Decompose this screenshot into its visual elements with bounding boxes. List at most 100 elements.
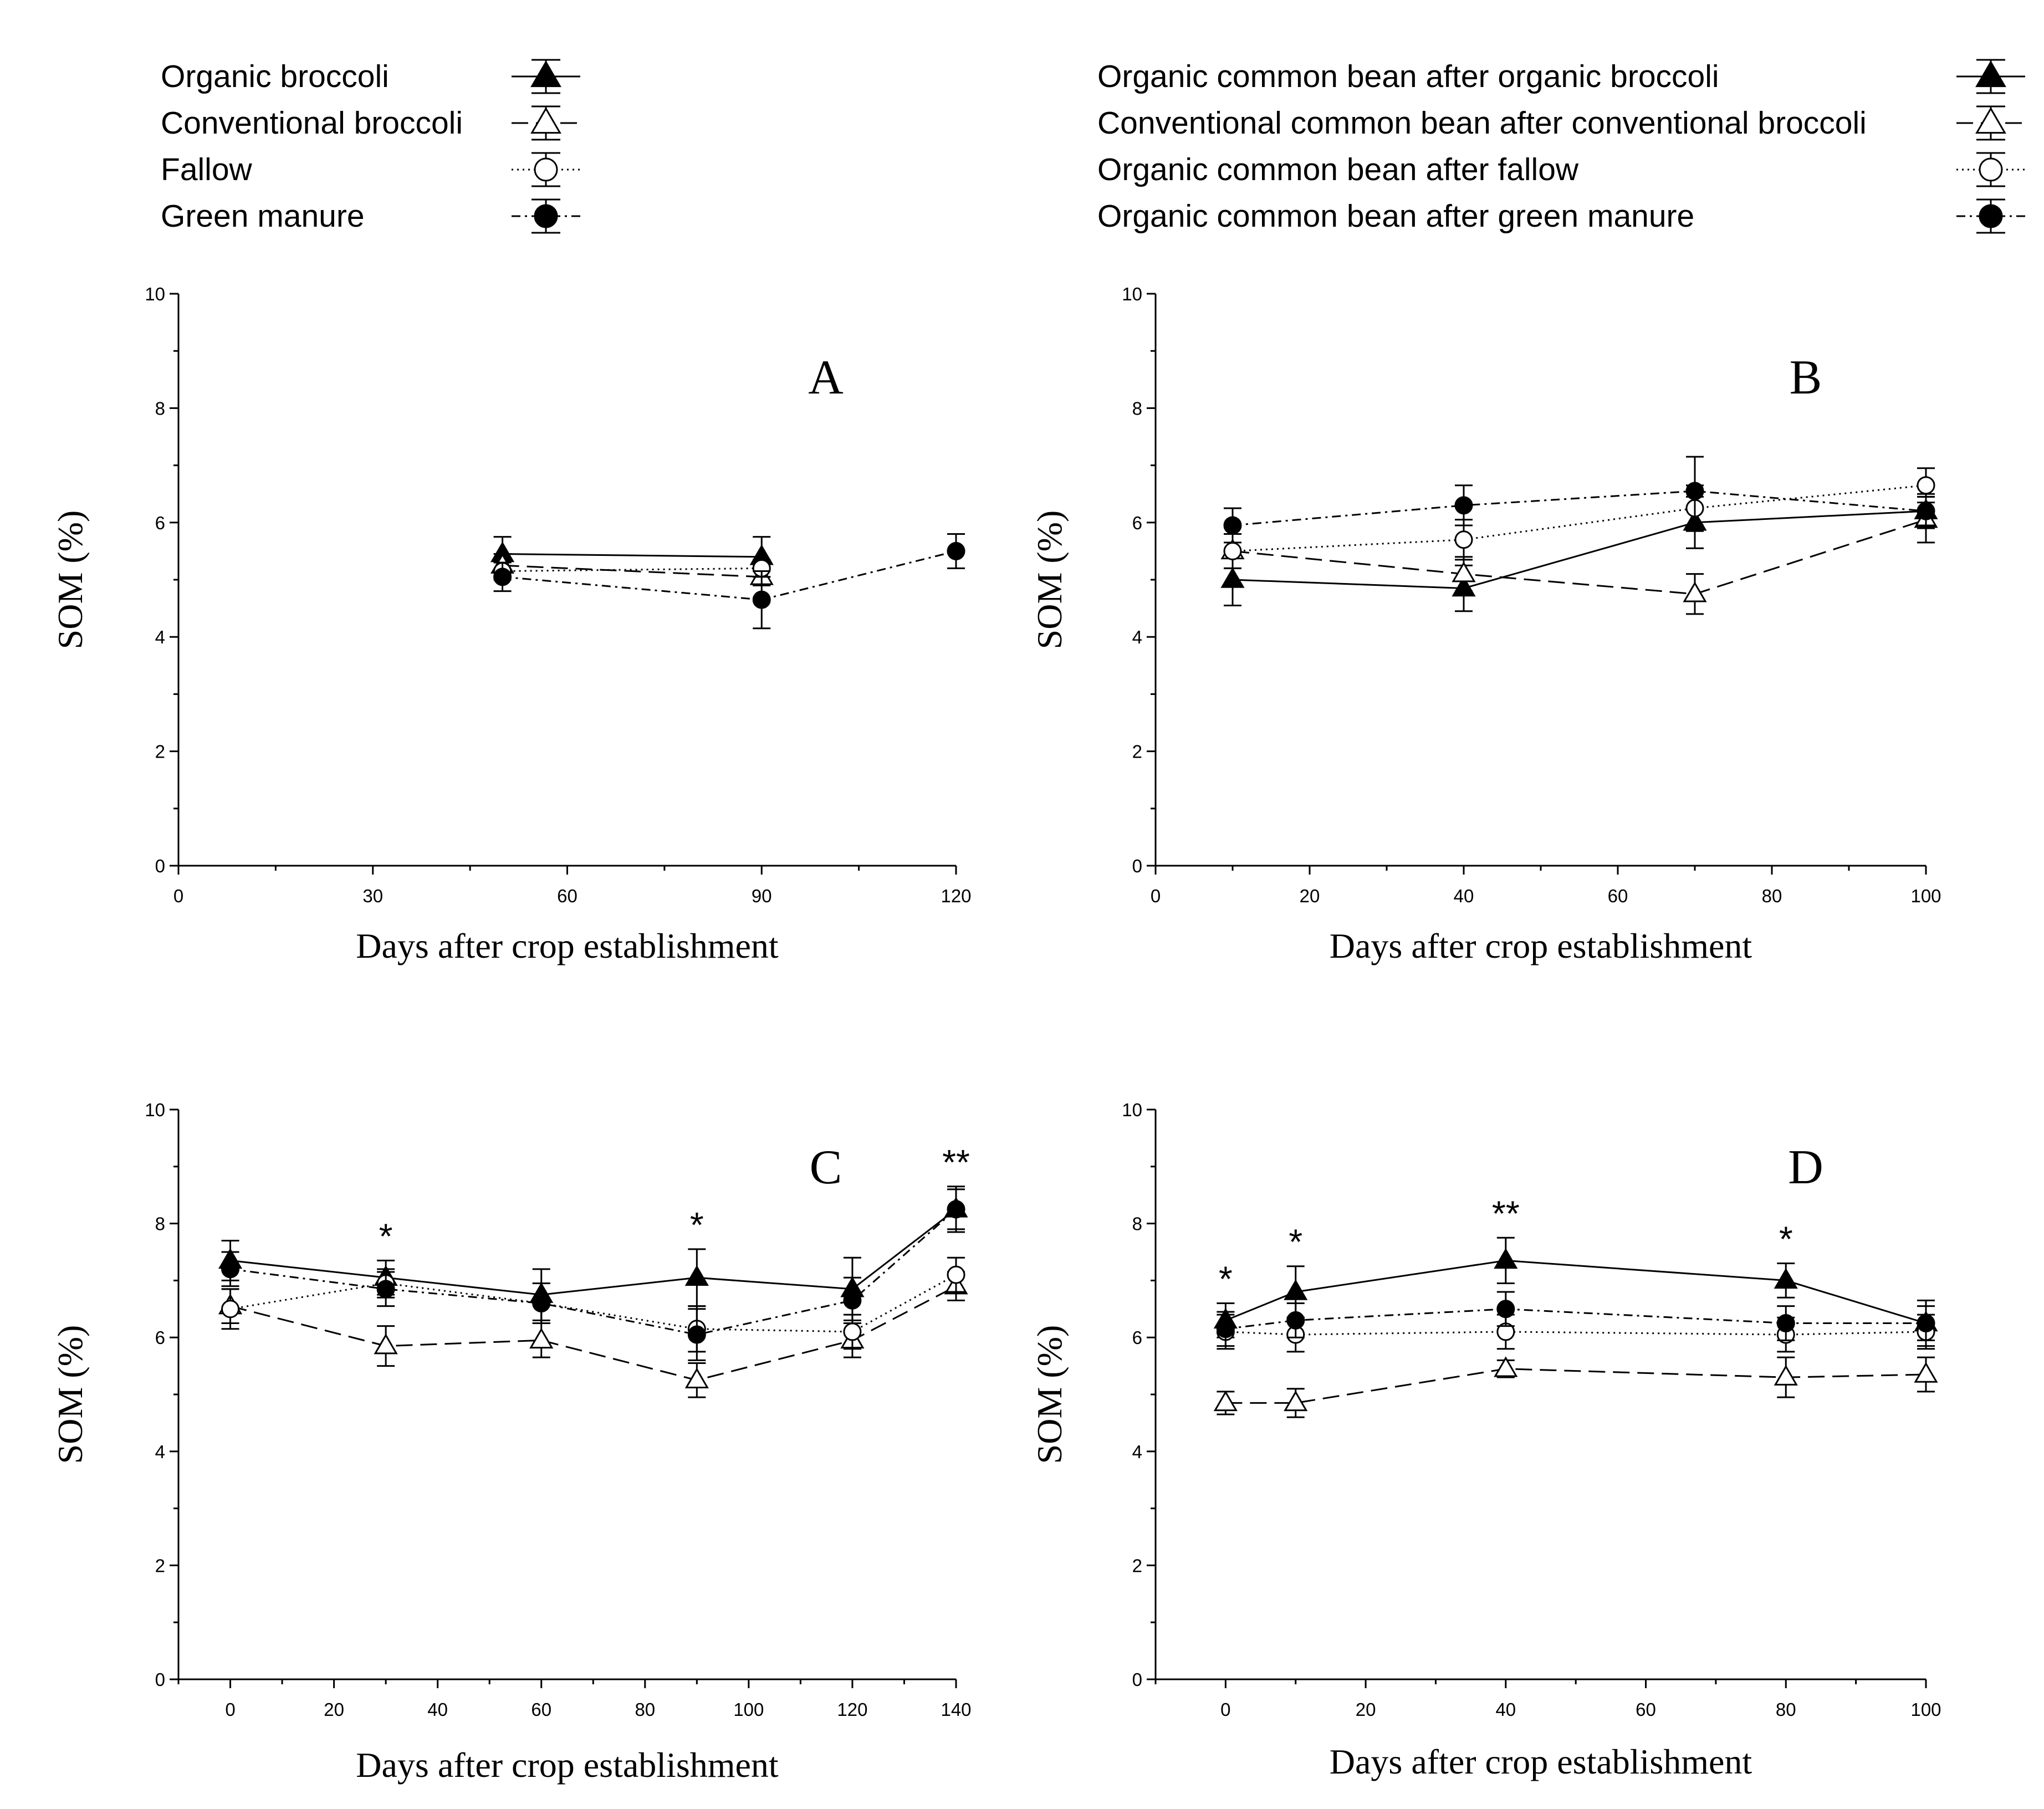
x-tick-label: 100 xyxy=(733,1699,764,1720)
legend-left: Organic broccoli Conventional broccoli Fal… xyxy=(161,59,580,234)
y-axis-title: SOM (%) xyxy=(1030,1325,1069,1464)
x-axis-title: Days after crop establishment xyxy=(1330,1742,1752,1781)
x-tick-label: 140 xyxy=(941,1699,971,1720)
series-s4 xyxy=(221,1188,965,1361)
series-line xyxy=(1225,1259,1927,1324)
y-tick-label: 4 xyxy=(155,1442,165,1462)
series-s2 xyxy=(490,553,774,586)
data-point xyxy=(1917,1314,1935,1332)
legend-left-label-3: Fallow xyxy=(161,152,253,187)
y-tick-label: 10 xyxy=(1122,284,1142,304)
data-point xyxy=(1284,1390,1308,1412)
data-point xyxy=(947,541,965,560)
x-tick-label: 40 xyxy=(427,1699,448,1720)
x-tick-label: 90 xyxy=(752,886,772,906)
y-tick-label: 2 xyxy=(1132,1555,1142,1576)
y-tick-label: 10 xyxy=(145,284,165,304)
y-tick-label: 6 xyxy=(155,513,165,533)
significance-star: * xyxy=(379,1216,393,1256)
y-tick-label: 4 xyxy=(155,627,165,647)
data-point xyxy=(493,568,512,586)
data-point xyxy=(1683,581,1707,602)
x-tick-label: 120 xyxy=(837,1699,867,1720)
data-point xyxy=(374,1333,398,1355)
y-tick-label: 8 xyxy=(1132,1214,1142,1234)
x-tick-label: 60 xyxy=(1608,886,1628,906)
data-point xyxy=(221,1300,240,1319)
panel-letter: B xyxy=(1790,351,1822,405)
data-point xyxy=(1774,1365,1798,1386)
series-line xyxy=(1225,1331,1927,1336)
x-tick-label: 80 xyxy=(1762,886,1782,906)
legend-left-marker-1 xyxy=(530,60,561,88)
legend-right-label-2: Conventional common bean after conventio… xyxy=(1097,105,1867,141)
legend-left-marker-3 xyxy=(534,157,558,182)
data-point xyxy=(1284,1279,1308,1300)
significance-star: ** xyxy=(1492,1193,1520,1233)
data-point xyxy=(1223,516,1242,535)
x-tick-label: 60 xyxy=(531,1699,551,1720)
panel-letter: A xyxy=(808,351,844,405)
significance-star: ** xyxy=(942,1142,970,1182)
legend-left-label-2: Conventional broccoli xyxy=(161,105,463,141)
y-tick-label: 4 xyxy=(1132,627,1142,647)
series-s4 xyxy=(1223,456,1935,544)
series-line xyxy=(1232,490,1927,527)
legend-left-marker-4 xyxy=(534,204,558,228)
legend-right-marker-2 xyxy=(1975,106,2006,134)
y-tick-label: 0 xyxy=(155,856,165,876)
panel-letter: C xyxy=(810,1141,842,1194)
y-tick-label: 10 xyxy=(145,1100,165,1120)
series-line xyxy=(502,564,762,578)
series-line xyxy=(230,1285,957,1381)
data-point xyxy=(947,1265,965,1284)
y-tick-label: 2 xyxy=(155,1555,165,1576)
x-tick-label: 120 xyxy=(941,886,971,906)
y-tick-label: 2 xyxy=(1132,742,1142,762)
data-point xyxy=(687,1325,706,1344)
data-point xyxy=(1213,1390,1238,1412)
data-point xyxy=(1685,482,1704,500)
legend-right-marker-3 xyxy=(1979,157,2003,182)
y-tick-label: 2 xyxy=(155,742,165,762)
series-line xyxy=(230,1208,957,1336)
series-line xyxy=(502,553,762,558)
data-point xyxy=(1917,476,1935,495)
series-line xyxy=(230,1208,957,1296)
series-s3 xyxy=(493,559,771,581)
series-line xyxy=(1225,1308,1926,1330)
data-point xyxy=(221,1260,240,1279)
y-tick-label: 6 xyxy=(155,1327,165,1348)
y-axis-title: SOM (%) xyxy=(50,1325,90,1464)
x-tick-label: 60 xyxy=(557,886,578,906)
series-s3 xyxy=(1223,467,1935,569)
data-point xyxy=(376,1280,395,1299)
y-tick-label: 8 xyxy=(155,398,165,418)
y-axis-title: SOM (%) xyxy=(1030,510,1069,650)
x-tick-label: 20 xyxy=(324,1699,344,1720)
legend-left-label-4: Green manure xyxy=(161,198,365,234)
series-s4 xyxy=(1216,1291,1935,1347)
series-line xyxy=(1232,510,1927,589)
legend-right-label-4: Organic common bean after green manure xyxy=(1097,198,1694,234)
x-tick-label: 0 xyxy=(225,1699,235,1720)
data-point xyxy=(1914,1362,1938,1383)
significance-star: * xyxy=(1289,1222,1302,1262)
data-point xyxy=(1286,1311,1305,1330)
data-point xyxy=(1496,1300,1515,1319)
x-tick-label: 40 xyxy=(1495,1699,1516,1720)
legend-right-marker-4 xyxy=(1979,204,2003,228)
y-tick-label: 6 xyxy=(1132,1327,1142,1348)
panel-letter: D xyxy=(1788,1141,1823,1194)
data-point xyxy=(1917,502,1935,520)
y-tick-label: 4 xyxy=(1132,1442,1142,1462)
x-tick-label: 0 xyxy=(1151,886,1161,906)
data-point xyxy=(1494,1356,1518,1377)
x-tick-label: 30 xyxy=(362,886,383,906)
data-point xyxy=(1452,561,1476,582)
data-point xyxy=(1223,541,1242,560)
legend-right-label-1: Organic common bean after organic brocco… xyxy=(1097,59,1719,94)
